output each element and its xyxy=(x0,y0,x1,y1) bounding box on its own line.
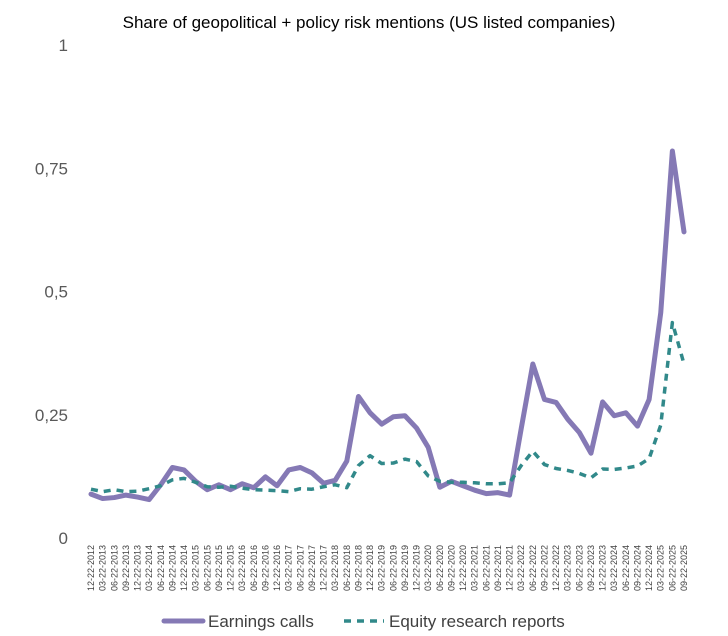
x-tick-label: 12-22-2021 xyxy=(505,545,515,591)
x-axis: 12-22-2012 03-22-2013 06-22-2013 09-22-2013… xyxy=(86,545,689,591)
x-tick-label: 12-22-2013 xyxy=(133,545,143,591)
x-tick-label: 09-22-2018 xyxy=(353,545,363,591)
x-tick-label: 12-22-2016 xyxy=(272,545,282,591)
x-tick-label: 09-22-2022 xyxy=(539,545,549,591)
y-axis: 0 0,25 0,5 0,75 1 xyxy=(35,36,68,548)
y-tick-label: 0,25 xyxy=(35,406,68,425)
series-line-earnings-calls xyxy=(88,148,687,503)
x-tick-label: 12-22-2014 xyxy=(179,545,189,591)
x-tick-label: 06-22-2013 xyxy=(109,545,119,591)
x-tick-label: 09-22-2014 xyxy=(167,545,177,591)
x-tick-label: 12-22-2012 xyxy=(86,545,96,591)
x-tick-label: 09-22-2016 xyxy=(260,545,270,591)
series-line-equity-research-reports xyxy=(90,320,686,494)
x-tick-label: 09-22-2025 xyxy=(679,545,689,591)
legend-item: Earnings calls xyxy=(161,612,314,631)
x-tick-label: 12-22-2017 xyxy=(319,545,329,591)
x-tick-label: 06-22-2020 xyxy=(435,545,445,591)
x-tick-label: 03-22-2021 xyxy=(470,545,480,591)
x-tick-label: 03-22-2016 xyxy=(237,545,247,591)
x-tick-label: 09-22-2023 xyxy=(586,545,596,591)
legend-label: Equity research reports xyxy=(389,612,565,631)
x-tick-label: 09-22-2024 xyxy=(632,545,642,591)
x-tick-label: 03-22-2023 xyxy=(563,545,573,591)
x-tick-label: 06-22-2023 xyxy=(574,545,584,591)
x-tick-label: 03-22-2013 xyxy=(98,545,108,591)
x-tick-label: 06-22-2015 xyxy=(202,545,212,591)
y-tick-label: 0,5 xyxy=(44,283,68,302)
y-tick-label: 1 xyxy=(59,36,68,55)
x-tick-label: 12-22-2018 xyxy=(365,545,375,591)
legend-item: Equity research reports xyxy=(344,612,565,631)
x-tick-label: 03-22-2019 xyxy=(377,545,387,591)
x-tick-label: 12-22-2024 xyxy=(644,545,654,591)
x-tick-label: 03-22-2025 xyxy=(656,545,666,591)
chart-title: Share of geopolitical + policy risk ment… xyxy=(123,13,616,32)
x-tick-label: 06-22-2017 xyxy=(295,545,305,591)
x-tick-label: 06-22-2024 xyxy=(621,545,631,591)
x-tick-label: 09-22-2017 xyxy=(307,545,317,591)
x-tick-label: 03-22-2015 xyxy=(191,545,201,591)
x-tick-label: 12-22-2020 xyxy=(458,545,468,591)
x-tick-label: 06-22-2019 xyxy=(388,545,398,591)
x-tick-label: 09-22-2015 xyxy=(214,545,224,591)
legend: Earnings calls Equity research reports xyxy=(161,612,565,631)
legend-label: Earnings calls xyxy=(208,612,314,631)
x-tick-label: 03-22-2018 xyxy=(330,545,340,591)
x-tick-label: 03-22-2014 xyxy=(144,545,154,591)
plot-area xyxy=(88,148,687,503)
x-tick-label: 12-22-2022 xyxy=(551,545,561,591)
x-tick-label: 03-22-2022 xyxy=(516,545,526,591)
x-tick-label: 12-22-2023 xyxy=(598,545,608,591)
x-tick-label: 12-22-2015 xyxy=(226,545,236,591)
y-tick-label: 0 xyxy=(59,529,68,548)
x-tick-label: 09-22-2021 xyxy=(493,545,503,591)
x-tick-label: 06-22-2014 xyxy=(156,545,166,591)
x-tick-label: 06-22-2021 xyxy=(481,545,491,591)
x-tick-label: 06-22-2016 xyxy=(249,545,259,591)
x-tick-label: 03-22-2020 xyxy=(423,545,433,591)
x-tick-label: 03-22-2024 xyxy=(609,545,619,591)
x-tick-label: 06-22-2025 xyxy=(667,545,677,591)
x-tick-label: 12-22-2019 xyxy=(412,545,422,591)
x-tick-label: 06-22-2022 xyxy=(528,545,538,591)
x-tick-label: 09-22-2020 xyxy=(446,545,456,591)
x-tick-label: 09-22-2019 xyxy=(400,545,410,591)
x-tick-label: 03-22-2017 xyxy=(284,545,294,591)
x-tick-label: 09-22-2013 xyxy=(121,545,131,591)
y-tick-label: 0,75 xyxy=(35,159,68,178)
x-tick-label: 06-22-2018 xyxy=(342,545,352,591)
